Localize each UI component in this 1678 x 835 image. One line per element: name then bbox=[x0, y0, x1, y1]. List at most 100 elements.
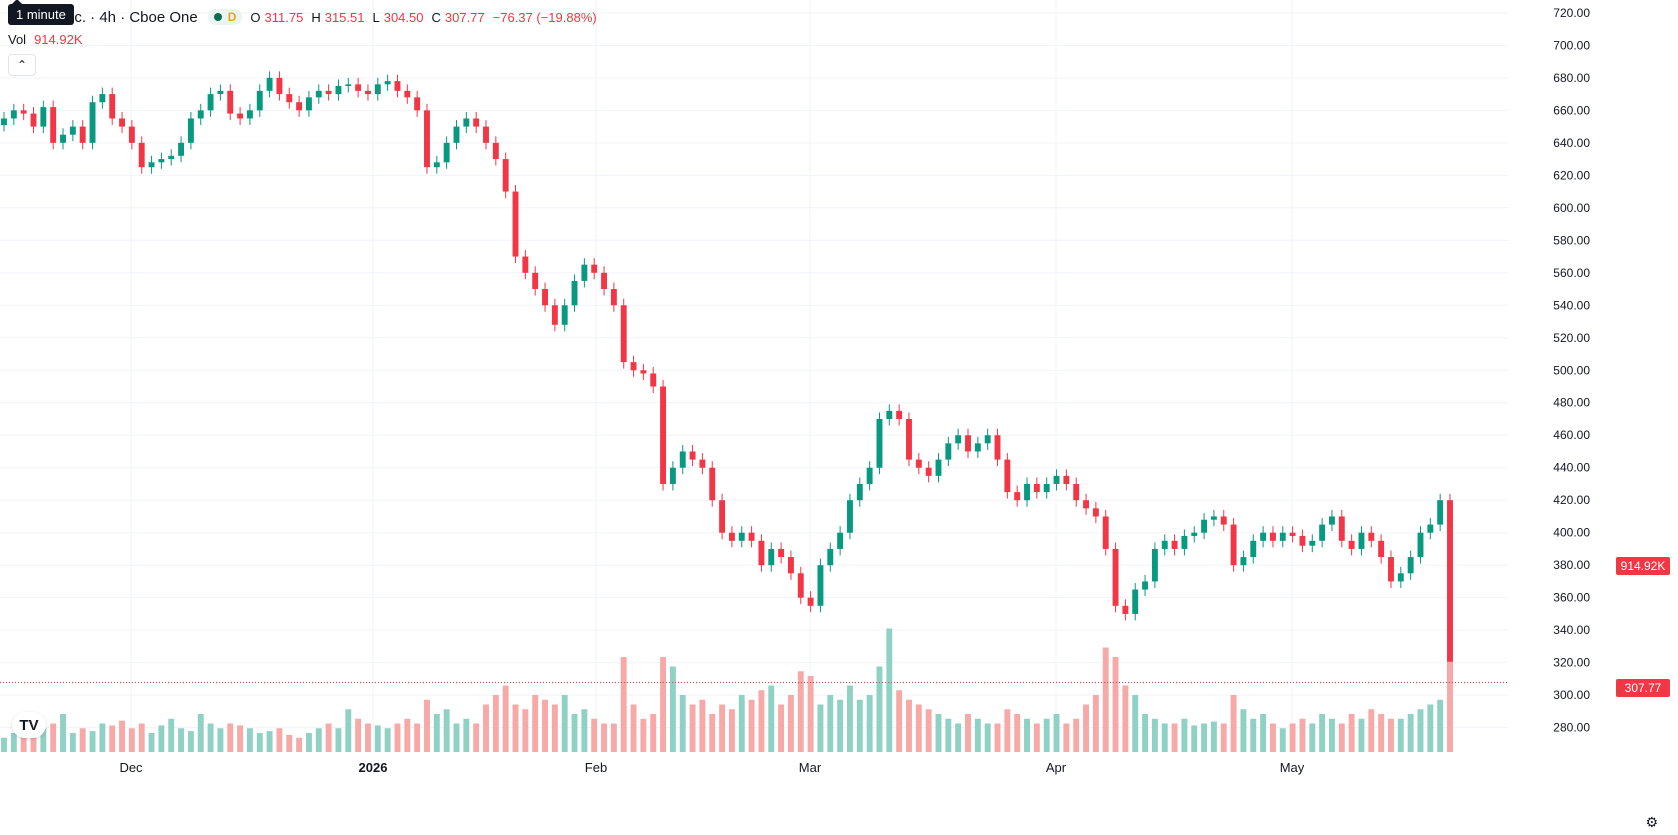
candle-body bbox=[1161, 540, 1168, 549]
volume-bar bbox=[522, 709, 529, 752]
candle-body bbox=[10, 110, 17, 119]
candle-body bbox=[984, 435, 991, 444]
high-label: H bbox=[311, 9, 321, 25]
volume-bar bbox=[424, 699, 430, 752]
volume-bar bbox=[1112, 657, 1119, 752]
volume-label: Vol bbox=[8, 32, 27, 47]
open-value: 311.75 bbox=[264, 9, 304, 25]
volume-bar bbox=[561, 695, 568, 752]
candle-body bbox=[817, 565, 824, 606]
volume-bar bbox=[768, 685, 775, 752]
y-tick-label: 400.00 bbox=[1553, 526, 1590, 540]
candle-body bbox=[601, 272, 607, 290]
volume-bar bbox=[1161, 723, 1168, 752]
candle-body bbox=[1230, 524, 1237, 566]
candle-body bbox=[345, 84, 352, 86]
y-tick-label: 600.00 bbox=[1553, 201, 1590, 215]
candle-body bbox=[551, 305, 558, 325]
candle-body bbox=[1437, 500, 1444, 525]
candle-body bbox=[128, 126, 135, 143]
volume-bar bbox=[896, 690, 903, 752]
candle-body bbox=[669, 467, 676, 484]
y-tick-label: 580.00 bbox=[1553, 233, 1590, 247]
y-tick-label: 520.00 bbox=[1553, 331, 1590, 345]
volume-bar bbox=[128, 728, 135, 752]
candle-body bbox=[237, 113, 244, 119]
collapse-legend-button[interactable]: ⌃ bbox=[8, 54, 36, 76]
candle-body bbox=[1083, 500, 1089, 509]
tradingview-logo-icon[interactable]: TV bbox=[12, 712, 46, 738]
volume-bar bbox=[1269, 723, 1276, 752]
volume-bar bbox=[148, 733, 155, 752]
candle-body bbox=[522, 256, 529, 273]
high-value: 315.51 bbox=[324, 9, 365, 25]
y-tick-label: 500.00 bbox=[1553, 363, 1590, 377]
volume-bar bbox=[355, 718, 362, 752]
volume-bar bbox=[1240, 709, 1247, 752]
volume-bar bbox=[10, 733, 17, 752]
market-status-pill[interactable]: D bbox=[207, 9, 243, 25]
candle-body bbox=[650, 373, 657, 387]
y-tick-label: 360.00 bbox=[1553, 591, 1590, 605]
candle-body bbox=[384, 81, 391, 85]
candle-body bbox=[1289, 532, 1296, 536]
volume-bar bbox=[581, 709, 588, 752]
candle-body bbox=[335, 85, 342, 95]
volume-bar bbox=[1092, 695, 1099, 752]
volume-bar bbox=[1043, 718, 1050, 752]
candle-body bbox=[827, 548, 834, 566]
volume-bar bbox=[797, 671, 804, 752]
y-tick-label: 420.00 bbox=[1553, 493, 1590, 507]
y-tick-label: 460.00 bbox=[1553, 428, 1590, 442]
volume-bar bbox=[689, 704, 696, 752]
volume-bar bbox=[650, 714, 657, 752]
candle-body bbox=[1260, 532, 1267, 541]
volume-bar bbox=[60, 714, 66, 752]
volume-bar bbox=[551, 704, 558, 752]
volume-bar bbox=[315, 728, 322, 752]
y-tick-label: 720.00 bbox=[1553, 6, 1590, 20]
candle-body bbox=[906, 418, 912, 460]
volume-bar bbox=[1063, 723, 1070, 752]
candle-body bbox=[1329, 516, 1335, 525]
settings-gear-icon[interactable]: ⚙ bbox=[1645, 814, 1658, 830]
volume-bar bbox=[807, 676, 814, 752]
candle-body bbox=[581, 264, 588, 281]
volume-bar bbox=[610, 723, 617, 752]
candle-body bbox=[748, 532, 755, 541]
candle-body bbox=[1024, 483, 1030, 501]
volume-bar bbox=[847, 685, 853, 752]
candle-body bbox=[158, 159, 165, 163]
candle-body bbox=[246, 110, 253, 119]
candle-body bbox=[443, 142, 450, 163]
volume-bar bbox=[463, 718, 470, 752]
candle-body bbox=[492, 142, 499, 160]
x-tick-label: May bbox=[1280, 760, 1305, 775]
volume-bar bbox=[856, 699, 863, 752]
candle-body bbox=[974, 443, 981, 452]
candle-body bbox=[1151, 548, 1158, 582]
candle-body bbox=[896, 410, 903, 419]
volume-bar bbox=[1279, 728, 1286, 752]
candle-body bbox=[1033, 483, 1040, 493]
x-tick-label: 2026 bbox=[359, 760, 388, 775]
candle-body bbox=[89, 102, 96, 143]
candle-body bbox=[60, 134, 66, 143]
candle-body bbox=[50, 107, 57, 143]
volume-bar bbox=[158, 725, 165, 752]
candle-body bbox=[807, 597, 814, 606]
candle-body bbox=[1053, 475, 1060, 484]
symbol-title[interactable]: nc. · 4h · Cboe One bbox=[66, 8, 198, 26]
volume-bar bbox=[1447, 661, 1453, 752]
candle-body bbox=[561, 305, 568, 325]
candle-body bbox=[365, 90, 371, 95]
low-value: 304.50 bbox=[383, 9, 424, 25]
volume-bar bbox=[1407, 714, 1414, 752]
volume-bar bbox=[404, 718, 411, 752]
candle-body bbox=[886, 410, 893, 419]
candle-body bbox=[768, 548, 775, 566]
candle-body bbox=[502, 159, 509, 192]
y-tick-label: 560.00 bbox=[1553, 266, 1590, 280]
